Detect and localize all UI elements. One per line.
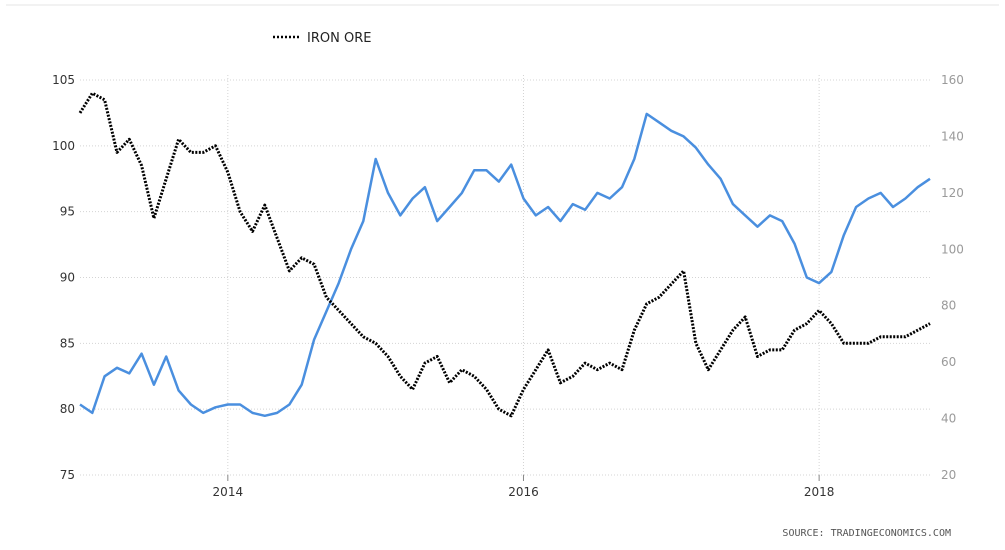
left-tick-label: 85 [60, 336, 75, 350]
series-layer [78, 91, 931, 418]
left-tick-label: 75 [60, 468, 75, 482]
left-tick-label: 105 [52, 73, 75, 87]
series-line-right-axis [79, 112, 931, 418]
right-tick-label: 120 [941, 186, 964, 200]
legend-label-iron-ore: IRON ORE [307, 31, 371, 46]
source-label: SOURCE: TRADINGECONOMICS.COM [782, 528, 951, 539]
right-tick-label: 40 [941, 412, 956, 426]
left-tick-label: 100 [52, 139, 75, 153]
right-tick-label: 100 [941, 242, 964, 256]
right-tick-label: 140 [941, 129, 964, 143]
x-axis: 2014 2016 2018 [213, 475, 835, 499]
left-tick-label: 80 [60, 402, 75, 416]
right-tick-label: 80 [941, 299, 956, 313]
legend[interactable]: IRON ORE [273, 31, 371, 46]
left-tick-label: 90 [60, 271, 75, 285]
right-tick-label: 160 [941, 73, 964, 87]
x-tick-label: 2014 [213, 485, 244, 499]
right-tick-label: 20 [941, 468, 956, 482]
right-tick-label: 60 [941, 355, 956, 369]
left-tick-label: 95 [60, 205, 75, 219]
grid-lines [80, 75, 930, 476]
series-line-iron-ore [78, 91, 931, 418]
left-axis: 75 80 85 90 95 100 105 [52, 73, 75, 482]
right-axis: 20 40 60 80 100 120 140 160 [941, 73, 964, 482]
x-tick-label: 2016 [508, 485, 539, 499]
x-tick-label: 2018 [804, 485, 835, 499]
